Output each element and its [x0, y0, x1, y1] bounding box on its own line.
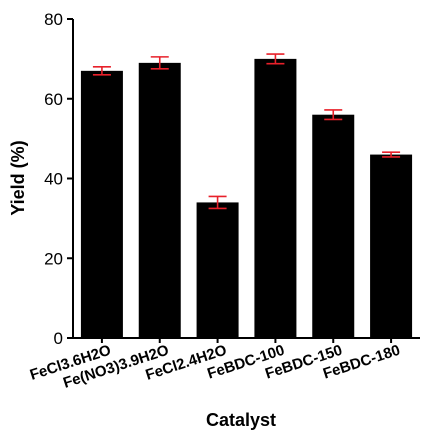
y-tick-label: 40 — [44, 170, 63, 189]
x-ticks-group: FeCl3.6H2OFe(NO3)3.9H2OFeCl2.4H2OFeBDC-1… — [28, 338, 402, 392]
bar — [80, 70, 123, 339]
y-tick-label: 0 — [54, 329, 63, 348]
bar — [370, 154, 413, 338]
bar — [138, 62, 181, 339]
y-tick-label: 80 — [44, 10, 63, 29]
y-tick-label: 60 — [44, 90, 63, 109]
bar — [312, 114, 355, 338]
error-bars-group — [92, 53, 401, 210]
y-axis-title: Yield (%) — [8, 140, 28, 215]
bars-group — [80, 58, 413, 339]
bar — [254, 58, 297, 338]
bar — [196, 202, 239, 338]
x-axis-title: Catalyst — [206, 410, 276, 430]
y-ticks-group: 0 20 40 60 80 — [44, 10, 73, 348]
y-tick-label: 20 — [44, 249, 63, 268]
axes-group — [72, 19, 420, 339]
